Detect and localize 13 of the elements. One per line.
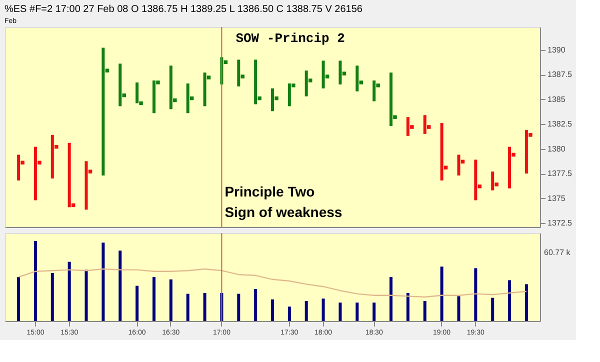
chart-title: %ES #F=2 17:00 27 Feb 08 O 1386.75 H 1389.25 L 1386.50 C 1388.75 V 26156	[4, 4, 363, 15]
y-tick-label: 1372.5	[548, 218, 573, 228]
y-tick-label: 1382.5	[548, 120, 573, 129]
y-tick-label: 1385	[548, 94, 566, 104]
y-tick-label: 1390	[548, 45, 566, 54]
annotation: Principle Two	[224, 183, 315, 200]
annotation: Sign of weakness	[224, 204, 342, 220]
y-tick-label: 1380	[548, 144, 566, 154]
y-tick-label: 1387.5	[548, 70, 573, 80]
y-tick-label: 1375	[548, 194, 566, 203]
y-tick-label: 1377.5	[548, 169, 573, 178]
text: 60.77 k	[544, 248, 572, 257]
annotation: SOW -Princip 2	[236, 30, 346, 46]
